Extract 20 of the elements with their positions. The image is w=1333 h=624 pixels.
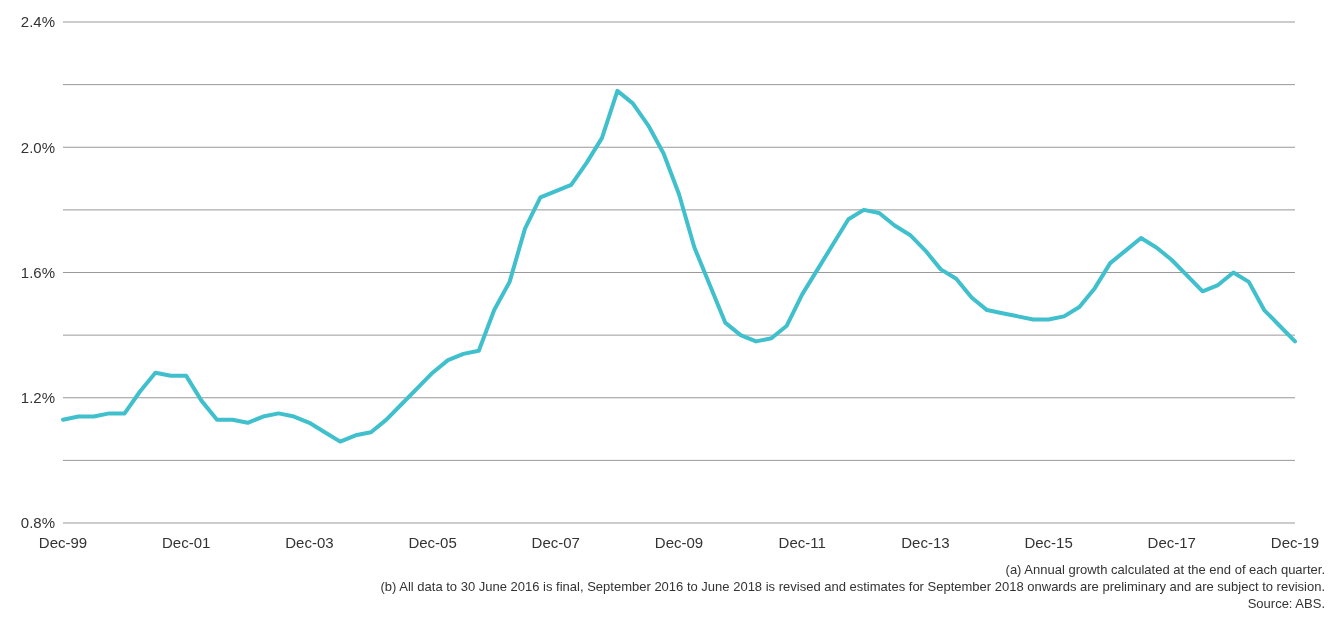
x-tick-label: Dec-03 (285, 533, 334, 551)
x-tick-label: Dec-17 (1147, 533, 1196, 551)
x-tick-label: Dec-99 (38, 533, 88, 551)
x-tick-label: Dec-13 (901, 533, 950, 551)
y-tick-label: 2.0% (20, 138, 55, 156)
text: (b) All data to 30 June 2016 is final, September 2016 to June 2018 is revised and estimates for September 2018 onwards are preliminary and are subject to revision. (379, 578, 1325, 595)
source-note: Source: ABS. (1246, 595, 1325, 612)
x-tick-label: Dec-19 (1270, 533, 1320, 551)
x-tick-label: Dec-01 (162, 533, 211, 551)
x-tick-label: Dec-07 (531, 533, 580, 551)
x-tick-label: Dec-15 (1024, 533, 1073, 551)
x-tick-label: Dec-11 (778, 533, 826, 551)
y-tick-label: 2.4% (20, 13, 55, 31)
y-tick-label: 0.8% (20, 514, 55, 532)
x-tick-label: Dec-05 (408, 533, 457, 551)
y-tick-label: 1.2% (20, 389, 55, 407)
y-tick-label: 1.6% (20, 263, 55, 281)
line-series (61, 88, 1297, 444)
x-tick-label: Dec-09 (654, 533, 704, 551)
text: (a) Annual growth calculated at the end of each quarter. (1004, 561, 1325, 578)
